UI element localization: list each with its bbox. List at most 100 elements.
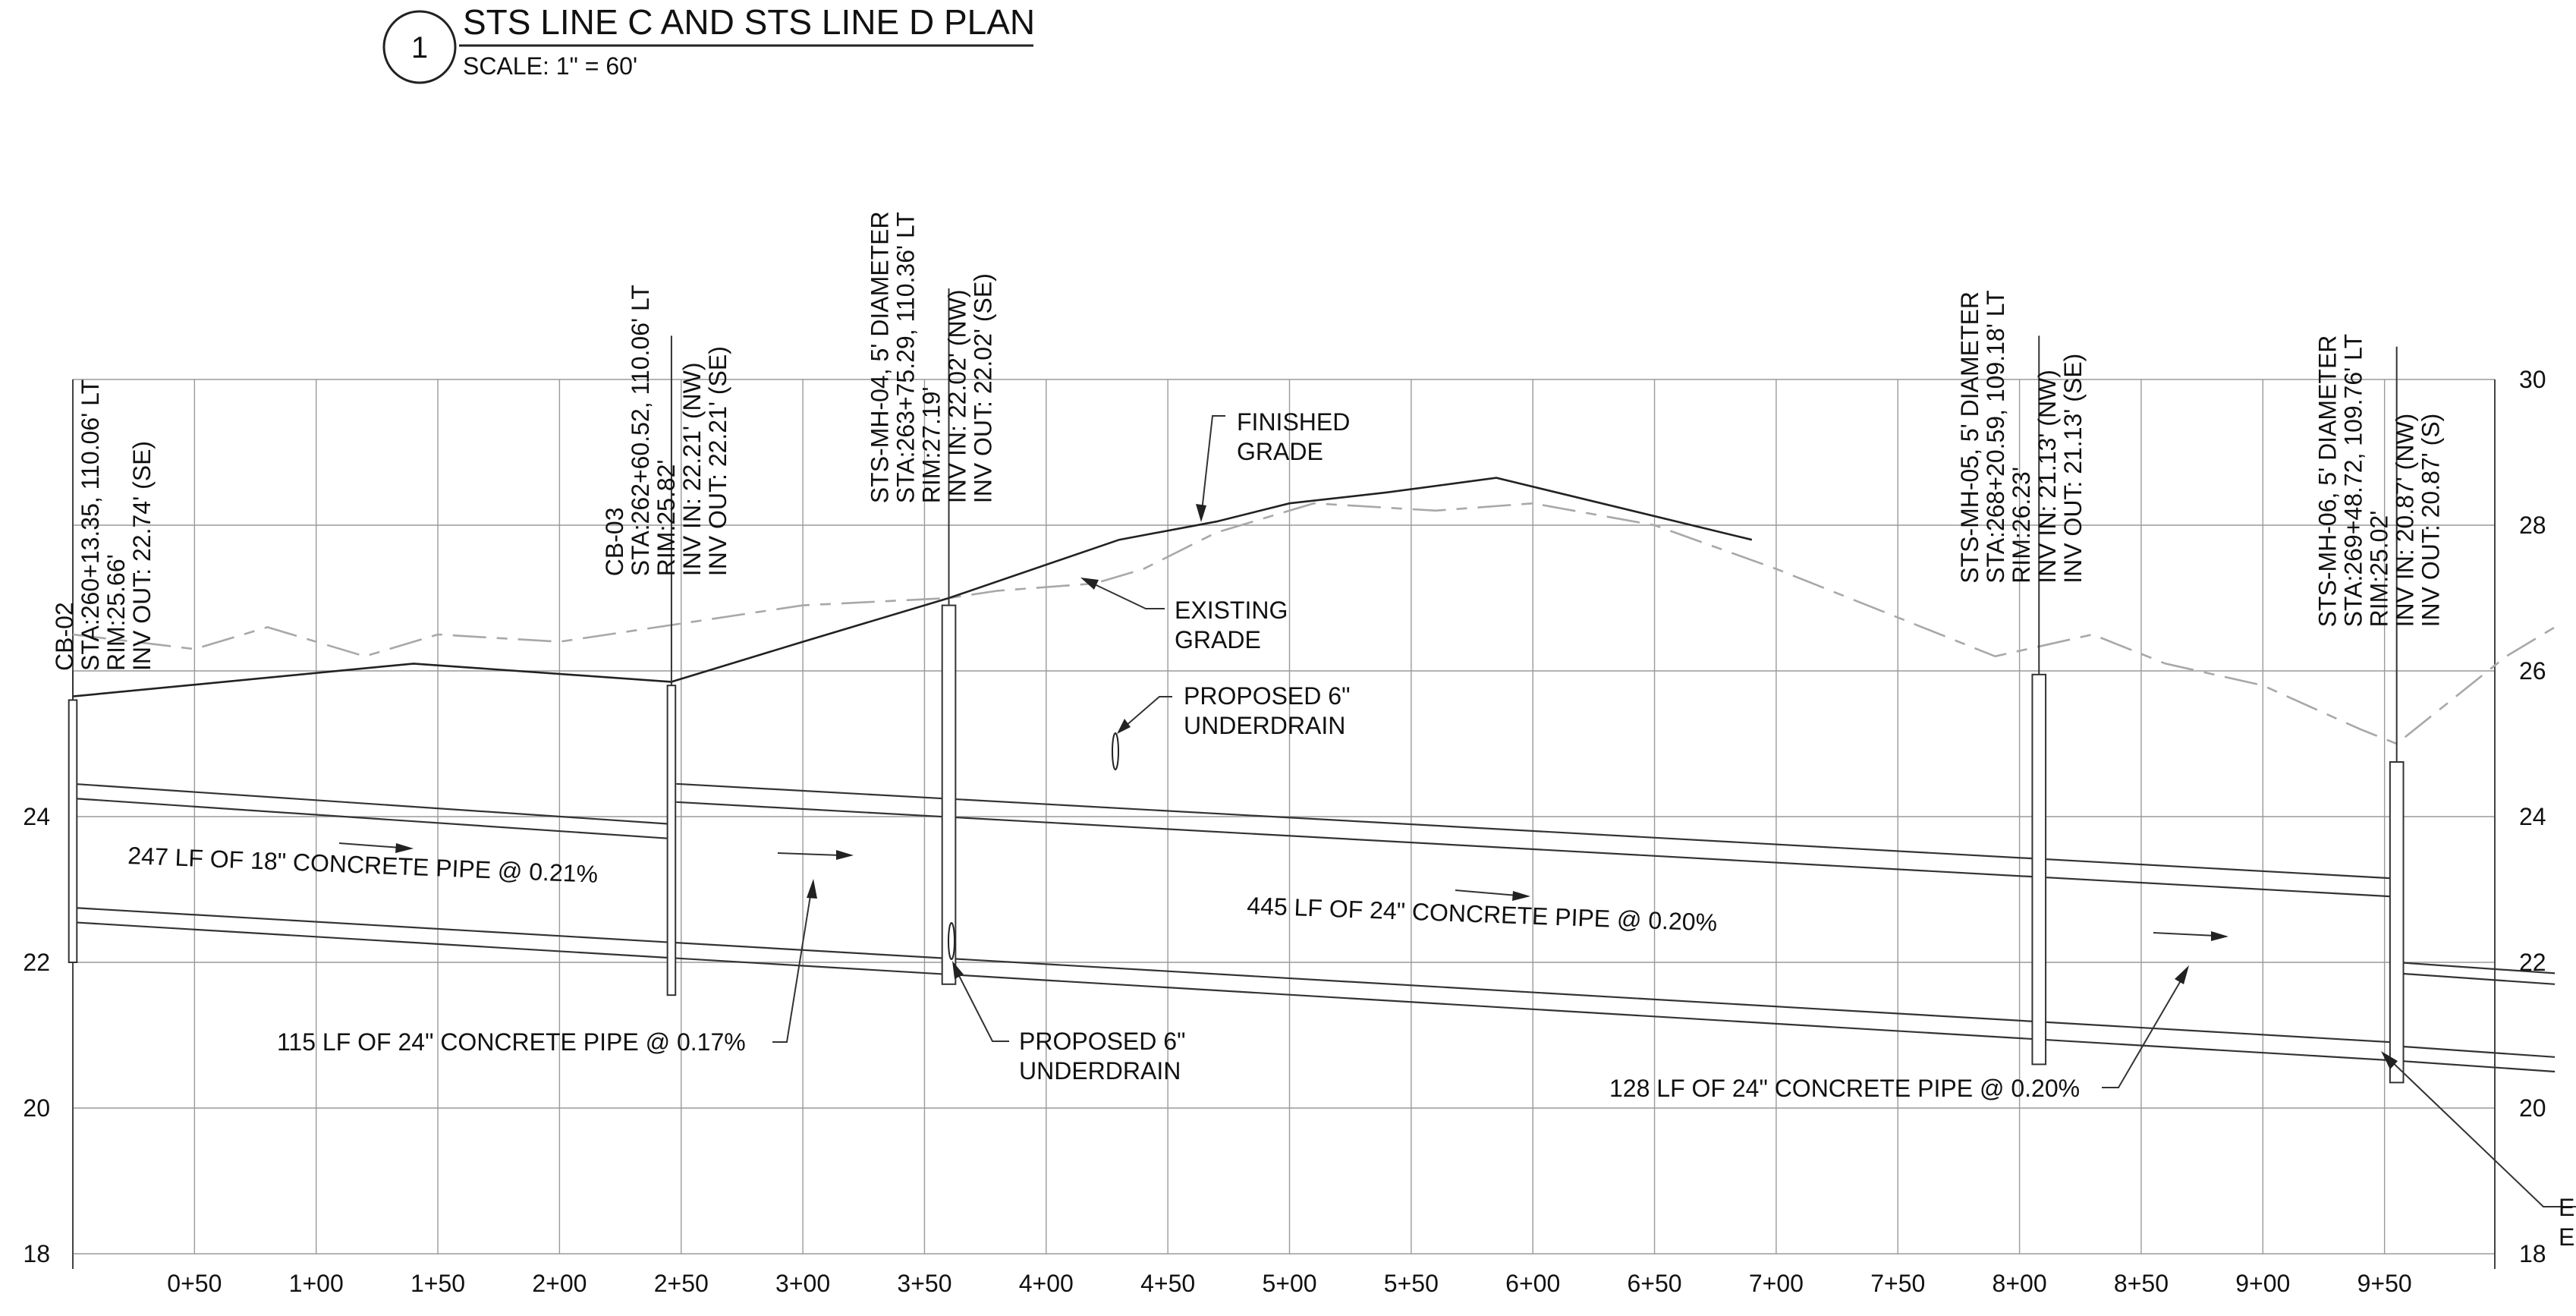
structure-label-line: INV IN: 22.02' (NW)	[943, 289, 970, 503]
y-tick-label-right: 20	[2519, 1094, 2546, 1122]
x-tick-label: 2+00	[532, 1270, 587, 1297]
y-tick-label-right: 30	[2519, 366, 2546, 393]
x-tick-label: 6+00	[1505, 1270, 1560, 1297]
pipe-247-callout: 247 LF OF 18" CONCRETE PIPE @ 0.21%	[127, 842, 599, 888]
finished-grade-arrowhead	[1196, 504, 1206, 522]
structure-label-line: RIM:25.66'	[102, 554, 130, 671]
x-tick-label: 3+50	[897, 1270, 951, 1297]
title-number: 1	[411, 31, 428, 65]
structure-label-line: STS-MH-04, 5' DIAMETER	[866, 211, 893, 503]
x-tick-label: 7+00	[1749, 1270, 1804, 1297]
y-tick-label-right: 28	[2519, 512, 2546, 539]
structure-label-line: STA:268+20.59, 109.18' LT	[1982, 290, 2009, 584]
x-tick-label: 3+00	[775, 1270, 830, 1297]
y-tick-label-right: 18	[2519, 1240, 2546, 1267]
pipe-445-callout: 445 LF OF 24" CONCRETE PIPE @ 0.20%	[1247, 890, 1718, 937]
structure-label-line: CB-03	[601, 507, 628, 576]
structure-label-line: RIM:25.02'	[2366, 511, 2393, 628]
structure-body	[69, 700, 77, 962]
pipe-247-label: 247 LF OF 18" CONCRETE PIPE @ 0.21%	[127, 842, 599, 888]
underdrain-1-arrowhead	[1117, 719, 1131, 734]
structure-label-line: RIM:27.19'	[917, 386, 945, 503]
x-tick-label: 7+50	[1870, 1270, 1925, 1297]
x-tick-label: 8+50	[2114, 1270, 2169, 1297]
underdrain-2-line-1: PROPOSED 6"	[1019, 1028, 1185, 1055]
structure-label-line: STS-MH-05, 5' DIAMETER	[1956, 291, 1983, 584]
x-tick-label: 1+50	[410, 1270, 465, 1297]
structure-label-line: STA:262+60.52, 110.06' LT	[627, 285, 654, 576]
pipe-445-flow-arrowhead	[1512, 891, 1530, 901]
pipe-128-arrowhead	[2175, 965, 2189, 984]
pipe-128-flow-arrow	[2153, 933, 2216, 936]
existing-grade-callout: EXISTING GRADE	[1080, 578, 1288, 653]
underdrain-2-callout: PROPOSED 6" UNDERDRAIN	[948, 923, 1185, 1085]
structure-label-line: INV IN: 22.21' (NW)	[678, 362, 706, 576]
edge-note-callout: E E	[2381, 1051, 2576, 1251]
structure-label-line: INV IN: 21.13' (NW)	[2033, 370, 2061, 584]
y-tick-label-right: 24	[2519, 803, 2546, 830]
pipe-115-label: 115 LF OF 24" CONCRETE PIPE @ 0.17%	[277, 1028, 746, 1056]
pipe-line	[2397, 1046, 2555, 1056]
pipe-128-callout: 128 LF OF 24" CONCRETE PIPE @ 0.20%	[1609, 931, 2228, 1102]
pipe-128-label: 128 LF OF 24" CONCRETE PIPE @ 0.20%	[1609, 1075, 2080, 1102]
x-tick-label: 9+00	[2235, 1270, 2290, 1297]
structure-label-line: STA:260+13.35, 110.06' LT	[77, 379, 104, 671]
existing-grade-line-2: GRADE	[1175, 626, 1261, 653]
pipe-line	[2397, 1061, 2555, 1072]
edge-note-leader	[2386, 1056, 2576, 1207]
underdrain-1-callout: PROPOSED 6" UNDERDRAIN	[1112, 682, 1350, 770]
edge-note-line-1: E	[2559, 1194, 2574, 1221]
x-tick-label: 6+50	[1628, 1270, 1682, 1297]
y-tick-label-right: 22	[2519, 949, 2546, 976]
y-tick-label-left: 22	[23, 949, 50, 976]
underdrain-1-symbol	[1112, 733, 1118, 770]
pipe-115-arrowhead	[807, 879, 817, 899]
y-tick-label-left: 20	[23, 1094, 50, 1122]
pipe-115-flow-arrowhead	[836, 850, 854, 860]
y-tick-label-right: 26	[2519, 657, 2546, 685]
structure-label-line: INV OUT: 21.13' (SE)	[2059, 354, 2087, 584]
finished-grade-leader	[1201, 416, 1225, 518]
structure-label-line: INV OUT: 22.21' (SE)	[704, 346, 731, 576]
title-scale: SCALE: 1" = 60'	[463, 52, 637, 80]
pipe-115-flow-arrow	[778, 853, 841, 855]
x-tick-label: 0+50	[167, 1270, 222, 1297]
x-tick-label: 5+50	[1384, 1270, 1439, 1297]
structure-cb-02: CB-02STA:260+13.35, 110.06' LTRIM:25.66'…	[51, 379, 156, 962]
pipe-247-flow-arrowhead	[395, 843, 414, 853]
pipe-445-label: 445 LF OF 24" CONCRETE PIPE @ 0.20%	[1247, 892, 1718, 937]
x-tick-label: 8+00	[1993, 1270, 2047, 1297]
structure-label-line: CB-02	[51, 602, 78, 671]
pipe-line	[73, 908, 2397, 1043]
structure-body	[668, 685, 676, 995]
x-tick-label: 1+00	[289, 1270, 344, 1297]
underdrain-1-line-1: PROPOSED 6"	[1184, 682, 1350, 710]
x-tick-label: 4+00	[1019, 1270, 1074, 1297]
structure-label-line: INV OUT: 22.74' (SE)	[128, 441, 156, 671]
title-name: STS LINE C AND STS LINE D PLAN	[463, 2, 1035, 42]
x-tick-label: 5+00	[1262, 1270, 1316, 1297]
structure-label-line: STS-MH-06, 5' DIAMETER	[2314, 335, 2342, 628]
y-tick-label-left: 24	[23, 803, 50, 830]
structure-label-line: RIM:26.23'	[2008, 467, 2035, 584]
underdrain-1-line-2: UNDERDRAIN	[1184, 712, 1345, 739]
pipe-445-flow-arrow	[1455, 890, 1518, 896]
y-tick-label-left: 18	[23, 1240, 50, 1267]
x-tick-label: 4+50	[1140, 1270, 1195, 1297]
structure-label-line: INV OUT: 22.02' (SE)	[969, 273, 996, 503]
pipe-line	[676, 784, 2396, 879]
x-tick-label: 2+50	[654, 1270, 709, 1297]
structure-label-line: RIM:25.82'	[653, 459, 680, 576]
existing-grade-line-1: EXISTING	[1175, 597, 1288, 624]
pipe-128-flow-arrowhead	[2211, 931, 2228, 941]
pipe-247-flow-arrow	[339, 843, 401, 848]
x-tick-label: 9+50	[2357, 1270, 2412, 1297]
title-block: 1 STS LINE C AND STS LINE D PLAN SCALE: …	[384, 2, 1035, 83]
structure-label-line: INV OUT: 20.87' (S)	[2417, 414, 2445, 628]
structure-body	[2032, 675, 2046, 1065]
